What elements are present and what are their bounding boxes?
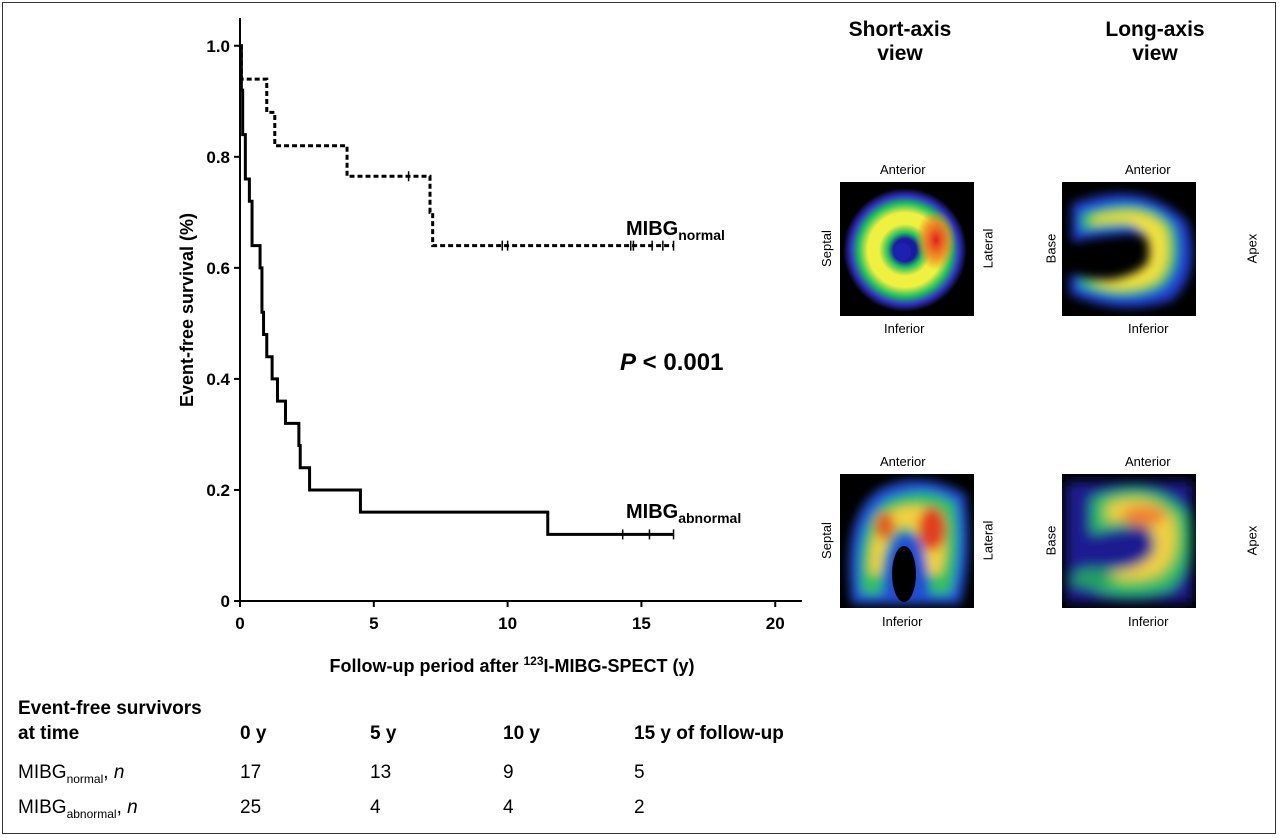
label-lateral: Lateral [980,520,996,561]
label-anterior: Anterior [880,162,926,177]
table-cell: 4 [370,797,381,818]
table-time-15: 15 y of follow-up [634,723,784,744]
y-tick-label: 0 [221,592,230,611]
series-normal-line [239,44,674,248]
label-apex: Apex [1244,525,1260,556]
label-base: Base [1043,525,1059,556]
label-lateral: Lateral [980,228,996,269]
table-cell: 9 [503,762,514,783]
label-inferior: Inferior [1128,321,1169,336]
table-time-5: 5 y [370,723,397,744]
y-axis-label: Event-free survival (%) [177,213,197,407]
long-axis-title: Long-axis view [1105,18,1205,65]
label-anterior: Anterior [1125,454,1171,469]
x-tick-label: 10 [498,614,517,633]
y-tick-label: 0.6 [206,259,230,278]
table-row-label-normal: MIBGnormal, n [18,762,125,786]
x-axis-label: Follow-up period after 123I-MIBG-SPECT (… [329,654,694,676]
x-tick-label: 5 [369,614,378,633]
label-anterior: Anterior [1125,162,1171,177]
table-header-line1: Event-free survivors [18,698,202,719]
short-axis-abnormal-image [840,474,974,608]
y-tick-label: 1.0 [206,37,230,56]
label-septal: Septal [818,230,834,267]
table-cell: 25 [240,797,262,818]
label-apex: Apex [1244,233,1260,264]
y-tick-label: 0.8 [206,148,230,167]
x-tick-label: 15 [632,614,651,633]
legend-normal: MIBGnormal [626,218,725,243]
long-axis-abnormal-image [1062,474,1196,608]
table-cell: 4 [503,797,514,818]
label-septal: Septal [818,522,834,559]
label-inferior: Inferior [884,321,925,336]
x-tick-label: 20 [766,614,785,633]
label-anterior: Anterior [880,454,926,469]
series-abnormal-line [239,44,674,536]
p-value-annotation: P < 0.001 [620,349,723,376]
table-time-10: 10 y [503,723,540,744]
table-row-label-abnormal: MIBGabnormal, n [18,797,138,821]
survival-chart: 0 5 10 15 20 0 0.2 0.4 0.6 0.8 1.0 Event-free surv… [177,18,802,676]
y-tick-label: 0.2 [206,481,230,500]
label-inferior: Inferior [882,614,923,629]
long-axis-normal-image [1062,182,1196,316]
table-cell: 2 [634,797,645,818]
legend-abnormal: MIBGabnormal [626,501,741,526]
table-header-line2: at time [18,723,80,744]
label-base: Base [1043,233,1059,264]
short-axis-normal-image [840,182,974,316]
x-tick-label: 0 [235,614,244,633]
table-time-0: 0 y [240,723,267,744]
short-axis-title: Short-axis view [848,18,952,65]
table-cell: 13 [370,762,392,783]
table-cell: 5 [634,762,645,783]
label-inferior: Inferior [1128,614,1169,629]
table-cell: 17 [240,762,262,783]
y-tick-label: 0.4 [206,370,230,389]
